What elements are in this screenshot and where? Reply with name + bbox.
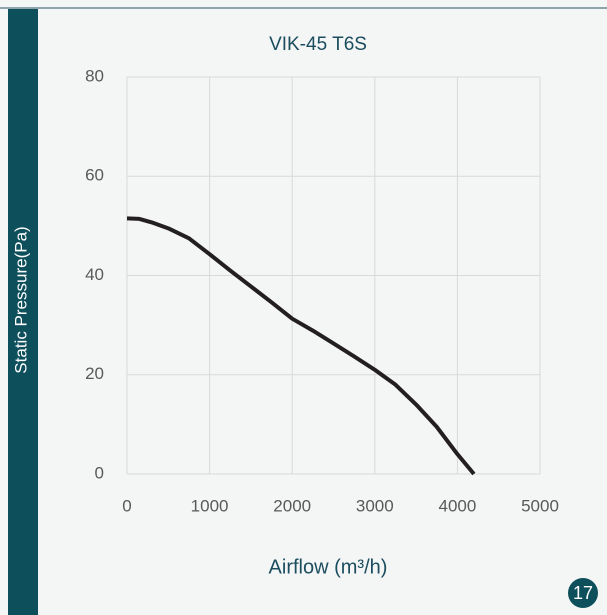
x-tick-label: 4000 (438, 496, 476, 515)
y-tick-label: 20 (85, 364, 104, 383)
y-tick-label: 80 (85, 66, 104, 85)
x-tick-label: 3000 (356, 496, 394, 515)
y-tick-label: 0 (95, 463, 104, 482)
y-axis-label: Static Pressure(Pa) (11, 226, 30, 373)
x-tick-label: 2000 (273, 496, 311, 515)
page-badge (568, 578, 598, 608)
y-tick-label: 40 (85, 265, 104, 284)
chart-title: VIK-45 T6S (269, 34, 367, 55)
x-axis-label: Airflow (m³/h) (269, 556, 388, 578)
x-tick-label: 5000 (521, 496, 559, 515)
x-tick-label: 0 (122, 496, 131, 515)
line-series (126, 216, 476, 476)
plot: 0 20 40 60 80 0 1000 2000 3000 4000 5000 (85, 66, 559, 515)
x-tick-label: 1000 (191, 496, 229, 515)
page-number: 17 (573, 583, 593, 603)
y-tick-label: 60 (85, 166, 104, 185)
side-band (8, 9, 38, 615)
